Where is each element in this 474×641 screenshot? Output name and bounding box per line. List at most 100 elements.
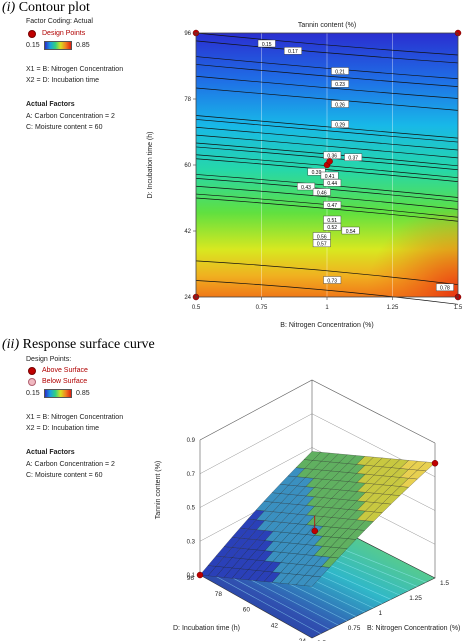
- contour-x-tick-label: 1.5: [454, 305, 463, 311]
- contour-label-box: [323, 151, 342, 160]
- contour-label-box: [312, 239, 331, 248]
- contour-label: 0.15: [262, 42, 272, 48]
- contour-label: 0.37: [348, 155, 358, 161]
- contour-line: [195, 32, 459, 56]
- contour-ticks: 0.5 0.75 1 1.25 1.5 24 42 60 78 96: [184, 31, 463, 311]
- surface-z-tick-label: 0.9: [187, 438, 196, 444]
- contour-label-box: [323, 201, 342, 209]
- actual-factor-a: A: Carbon Concentration = 2: [26, 113, 115, 120]
- surface-mesh: [199, 451, 436, 587]
- scale-max-label: 0.85: [76, 42, 90, 49]
- surface-x-tick-label: 1.5: [440, 580, 449, 587]
- surface-z-tick-label: 0.7: [187, 472, 196, 478]
- surface-zlabel: Tannin content (%): [155, 461, 162, 519]
- surface-x-tick-label: 1.25: [409, 595, 422, 602]
- contour-label-box: [284, 47, 302, 55]
- contour-label-box: [320, 171, 339, 180]
- contour-label: 0.43: [301, 185, 311, 191]
- color-scale-bar: [44, 41, 72, 50]
- panel1-heading-text: Contour plot: [18, 0, 90, 15]
- surface-xlabel: B: Nitrogen Concentration (%): [367, 625, 460, 632]
- x2-definition: X2 = D: Incubation time: [26, 77, 99, 84]
- contour-label-box: [257, 39, 276, 48]
- below-surface-label: Below Surface: [42, 378, 88, 385]
- panel2-design-points-label: Design Points:: [26, 356, 72, 363]
- contour-line: [195, 185, 459, 210]
- panel2-heading-text: Response surface curve: [22, 337, 155, 352]
- contour-y-tick-label: 60: [184, 163, 191, 169]
- surface-box-top: [199, 379, 436, 444]
- design-point-legend-icon: [28, 30, 36, 38]
- design-points-legend-label: Design Points: [42, 30, 86, 37]
- surface-z-tick-label: 0.3: [187, 539, 196, 545]
- panel2-x2-definition: X2 = D: Incubation time: [26, 425, 99, 432]
- surface-mesh-cell: [303, 451, 322, 461]
- above-surface-icon: [28, 367, 36, 375]
- panel2-actual-factor-c: C: Moisture content = 60: [26, 472, 103, 479]
- contour-line: [195, 64, 459, 88]
- contour-label-box: [341, 226, 360, 235]
- panel1-heading-prefix: (i): [2, 0, 16, 15]
- surface-z-tick-label: 0.5: [187, 506, 196, 512]
- contour-line: [195, 126, 459, 151]
- contour-design-point: [326, 158, 333, 165]
- contour-xlabel: B: Nitrogen Concentration (%): [280, 322, 373, 329]
- surface-y-tick-label: 42: [271, 622, 279, 629]
- contour-line: [195, 119, 459, 143]
- contour-label-box: [312, 232, 331, 240]
- contour-x-tick-label: 1: [325, 305, 329, 311]
- contour-label-box: [331, 80, 349, 88]
- surface-y-tick-label: 96: [187, 575, 195, 582]
- panel1-heading: (i) Contour plot: [2, 0, 90, 16]
- surface-z-tick-label: 0.1: [187, 573, 196, 579]
- surface-ylabel: D: Incubation time (h): [173, 625, 240, 632]
- contour-line: [195, 158, 459, 182]
- contour-label: 0.78: [440, 286, 450, 292]
- contour-label-box: [312, 188, 331, 196]
- contour-label: 0.46: [317, 190, 327, 196]
- contour-x-tick-label: 1.25: [387, 305, 399, 311]
- surface-floor-contour: [206, 571, 321, 634]
- contour-label-box: [331, 120, 349, 128]
- surface-design-point: [196, 571, 204, 579]
- contour-line: [195, 260, 459, 285]
- contour-label-box: [331, 100, 349, 108]
- contour-label-box: [331, 67, 349, 75]
- panel2-actual-factors-title: Actual Factors: [26, 449, 75, 456]
- contour-label-box: [323, 215, 342, 224]
- contour-label: 0.17: [288, 49, 298, 55]
- factor-coding-label: Factor Coding: Actual: [26, 18, 93, 25]
- surface-y-tick-label: 60: [243, 607, 251, 614]
- contour-label: 0.23: [335, 82, 345, 88]
- contour-label: 0.52: [327, 225, 337, 231]
- contour-line: [195, 75, 459, 99]
- above-surface-label: Above Surface: [42, 367, 88, 374]
- panel2-heading: (ii) Response surface curve: [2, 337, 155, 353]
- contour-label: 0.51: [327, 218, 337, 224]
- contour-label-box: [297, 182, 315, 191]
- contour-labels: 0.15 0.17 0.21 0.23 0.26 0.29 0.36 0.37 0.390.41…: [257, 39, 454, 292]
- contour-label-box: [436, 283, 454, 292]
- panel2-x1-definition: X1 = B: Nitrogen Concentration: [26, 414, 124, 421]
- contour-chart: 0.15 0.17 0.21 0.23 0.26 0.29 0.36 0.37 0.390.41…: [147, 22, 463, 329]
- contour-label: 0.44: [327, 181, 337, 187]
- contour-line: [195, 87, 459, 111]
- contour-line: [195, 56, 459, 80]
- actual-factors-title: Actual Factors: [26, 101, 75, 108]
- contour-x-tick-label: 0.5: [192, 305, 201, 311]
- surface-x-tick-label: 0.75: [348, 625, 361, 632]
- scale-min-label: 0.15: [26, 42, 40, 49]
- contour-label: 0.21: [335, 69, 345, 75]
- panel2-color-scale-bar: [44, 389, 72, 398]
- panel2-scale-min-label: 0.15: [26, 390, 40, 397]
- contour-x-tick-label: 0.75: [256, 305, 268, 311]
- contour-label: 0.73: [327, 278, 337, 284]
- surface-x-tick-label: 1: [379, 610, 383, 617]
- contour-label: 0.56: [317, 234, 327, 240]
- contour-label: 0.39: [312, 170, 322, 176]
- contour-line: [195, 280, 459, 305]
- contour-y-tick-label: 42: [184, 229, 191, 235]
- surface-y-tick-label: 78: [215, 591, 223, 598]
- contour-label: 0.47: [327, 203, 337, 209]
- contour-y-tick-label: 24: [184, 295, 191, 301]
